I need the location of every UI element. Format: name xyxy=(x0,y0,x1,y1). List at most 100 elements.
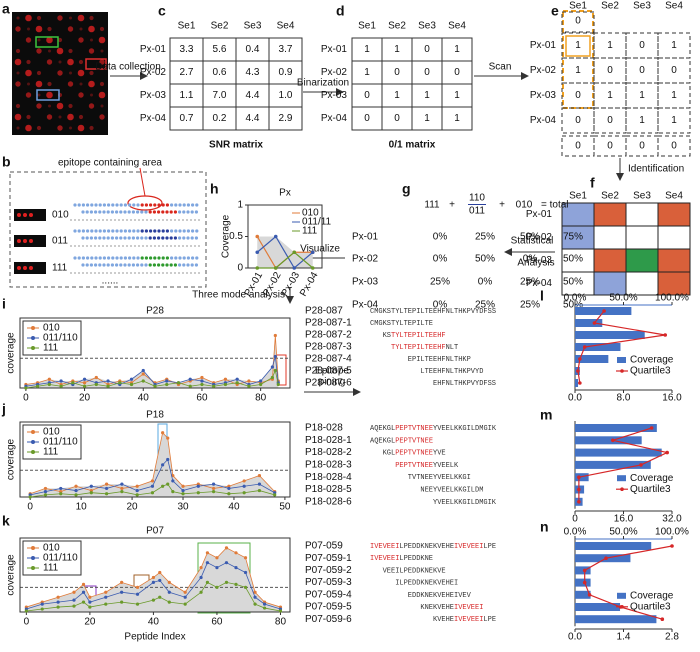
peptide-dot xyxy=(157,236,161,240)
column-header: Se4 xyxy=(448,21,466,32)
ellipsis: ...... xyxy=(102,276,119,287)
peptide-dot xyxy=(132,229,136,233)
cell-value: 0 xyxy=(575,115,581,126)
series-line xyxy=(26,562,281,610)
peptide-dot xyxy=(194,236,198,240)
row-label: Px-01 xyxy=(321,44,348,55)
peptide-dot xyxy=(73,256,77,260)
peptide-dot xyxy=(94,210,98,214)
panel-letter: f xyxy=(590,175,595,191)
peptide-dot xyxy=(140,203,144,207)
spot xyxy=(88,103,95,109)
peptide-dot xyxy=(186,210,190,214)
point xyxy=(135,493,139,497)
x-tick-label: 20 xyxy=(84,617,96,628)
cell-value: 1.1 xyxy=(180,90,194,101)
legend-label: 111 xyxy=(43,343,59,354)
point xyxy=(215,556,219,560)
coverage-bar xyxy=(575,460,651,469)
point xyxy=(72,590,76,594)
arrow-label: Epitope xyxy=(315,366,349,377)
point xyxy=(224,546,229,550)
header-part: 111 xyxy=(424,200,440,211)
panel-letter: a xyxy=(2,1,10,17)
point xyxy=(56,595,60,599)
peptide-dot xyxy=(73,229,77,233)
caption: SNR matrix xyxy=(209,140,263,151)
cell-value: 0 xyxy=(424,44,430,55)
point xyxy=(56,600,60,604)
cell-value: 7.0 xyxy=(213,90,227,101)
peptide-dot xyxy=(152,210,156,214)
peptide-dot xyxy=(131,236,135,240)
percentage: 25% xyxy=(520,300,540,311)
point xyxy=(161,431,165,435)
peptide-dot xyxy=(195,229,199,233)
percentage: 25% xyxy=(475,300,495,311)
point xyxy=(243,585,248,589)
percentage: 25% xyxy=(475,232,495,243)
row-label: Px-01 xyxy=(530,40,557,51)
x-tick-label: 50 xyxy=(279,502,291,513)
peptide-dot xyxy=(178,229,182,233)
peptide-dot xyxy=(140,263,144,267)
spot xyxy=(25,69,32,77)
point xyxy=(158,578,162,583)
point xyxy=(82,381,87,385)
column-header: Se3 xyxy=(633,1,651,12)
quartile-point xyxy=(670,544,674,548)
peptide-dot xyxy=(144,203,148,207)
peptide-dot xyxy=(123,203,127,207)
x-tick-label: 80 xyxy=(255,393,267,404)
point xyxy=(165,379,169,383)
peptide-dot xyxy=(148,236,152,240)
peptide-sequence: IVEVEEILPEDDKNEKVEHEIVEVEEILPE xyxy=(370,543,496,551)
peptide-dot xyxy=(98,236,102,240)
peptide-sequence: TYLTEPILTEEHFNLT xyxy=(391,344,458,352)
point xyxy=(150,491,155,495)
peptide-dot xyxy=(123,210,127,214)
peptide-dot xyxy=(89,210,93,214)
sequence-segment: TYLTEPILTEEHF xyxy=(391,344,446,352)
quartile-point xyxy=(660,617,665,621)
cell xyxy=(441,106,473,131)
legend-marker xyxy=(31,450,35,454)
spot xyxy=(17,239,21,243)
top-tick-label: 50.0% xyxy=(609,293,637,304)
spot xyxy=(78,59,84,65)
panel-letter: j xyxy=(1,401,6,417)
cell-value: 0 xyxy=(639,141,645,152)
spot xyxy=(26,59,31,65)
chart-title: P28 xyxy=(146,306,164,317)
spot xyxy=(26,114,31,120)
sequence-segment: IVEVEEI xyxy=(370,543,399,551)
sequence-segment: LPEDDKNE xyxy=(399,555,433,563)
sequence-segment: IVEVEEI xyxy=(370,555,399,563)
peptide-dot xyxy=(140,210,144,214)
point xyxy=(171,479,175,483)
spot xyxy=(88,80,95,88)
point xyxy=(273,234,278,239)
point xyxy=(89,491,93,495)
peptide-dot xyxy=(81,256,85,260)
arrow-label: Binarization xyxy=(297,78,349,89)
spot xyxy=(46,36,53,44)
legend-marker xyxy=(31,430,35,434)
peptide-dot xyxy=(173,236,177,240)
spot xyxy=(67,58,74,66)
legend-label: Coverage xyxy=(630,355,674,366)
peptide-dot xyxy=(144,210,148,214)
peptide-dot xyxy=(148,263,152,267)
point xyxy=(199,590,203,594)
series-line xyxy=(257,251,314,269)
point xyxy=(88,600,92,604)
point xyxy=(224,580,229,585)
peptide-dot xyxy=(73,203,77,207)
spot xyxy=(57,15,63,21)
spot xyxy=(14,113,22,121)
point xyxy=(129,382,134,387)
spot xyxy=(57,37,63,43)
peptide-id: P07-059-3 xyxy=(305,577,352,588)
spot xyxy=(27,82,30,86)
